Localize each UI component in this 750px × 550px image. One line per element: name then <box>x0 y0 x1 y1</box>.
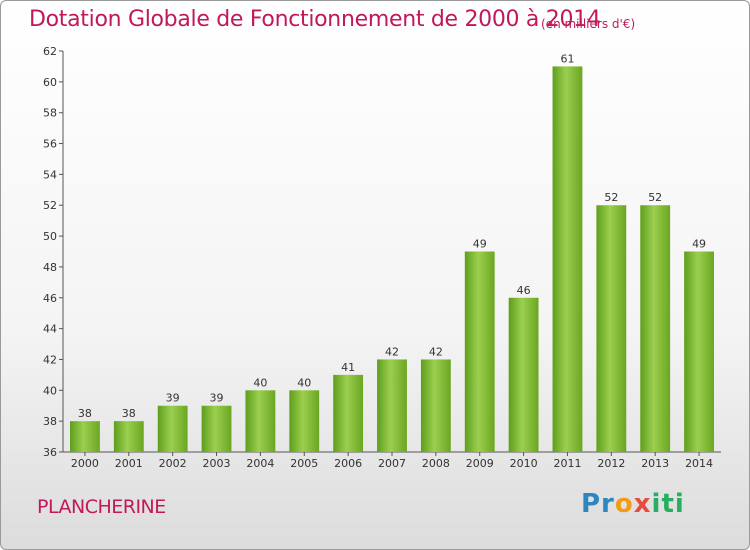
value-label-2013: 52 <box>648 191 662 204</box>
bar-2011 <box>552 66 583 452</box>
value-label-2002: 39 <box>166 392 180 405</box>
bar-2004 <box>245 390 276 452</box>
x-tick-label-2009: 2009 <box>466 457 494 470</box>
bar-2001 <box>113 421 144 452</box>
bar-2000 <box>70 421 100 452</box>
y-tick-label: 62 <box>43 45 57 58</box>
y-tick-label: 54 <box>43 168 57 181</box>
x-tick-label-2005: 2005 <box>290 457 318 470</box>
y-tick-label: 38 <box>43 415 57 428</box>
x-tick-label-2002: 2002 <box>159 457 187 470</box>
value-label-2008: 42 <box>429 345 443 358</box>
bar-2005 <box>289 390 320 452</box>
x-tick-label-2010: 2010 <box>510 457 538 470</box>
bar-2007 <box>377 359 407 452</box>
x-tick-label-2013: 2013 <box>641 457 669 470</box>
value-label-2011: 61 <box>560 52 574 65</box>
value-label-2003: 39 <box>210 392 224 405</box>
x-tick-label-2008: 2008 <box>422 457 450 470</box>
y-tick-label: 36 <box>43 446 57 459</box>
value-label-2010: 46 <box>517 284 531 297</box>
chart-title: Dotation Globale de Fonctionnement de 20… <box>29 7 601 32</box>
value-label-2007: 42 <box>385 345 399 358</box>
y-tick-label: 42 <box>43 353 57 366</box>
bars: 38 38 39 39 40 40 41 42 42 49 46 61 52 52 49 <box>70 52 714 452</box>
x-tick-label-2001: 2001 <box>115 457 143 470</box>
x-tick-label-2012: 2012 <box>597 457 625 470</box>
value-label-2012: 52 <box>604 191 618 204</box>
x-tick-label-2014: 2014 <box>685 457 713 470</box>
y-tick-label: 40 <box>43 384 57 397</box>
y-tick-label: 58 <box>43 107 57 120</box>
y-tick-label: 60 <box>43 76 57 89</box>
town-name: PLANCHERINE <box>37 496 166 518</box>
bar-2008 <box>420 359 451 452</box>
x-tick-label-2003: 2003 <box>203 457 231 470</box>
bar-2012 <box>596 205 627 452</box>
bar-2003 <box>201 405 232 452</box>
chart-subtitle: (en milliers d'€) <box>541 17 636 31</box>
x-tick-label-2007: 2007 <box>378 457 406 470</box>
value-label-2005: 40 <box>297 376 311 389</box>
axes: 36 38 40 42 44 46 48 50 52 54 56 58 60 62 2000 2001 2002… <box>43 45 721 470</box>
y-tick-label: 48 <box>43 261 57 274</box>
bar-2002 <box>157 405 188 452</box>
x-tick-label-2000: 2000 <box>71 457 99 470</box>
bar-2014 <box>684 251 714 452</box>
y-tick-label: 44 <box>43 323 57 336</box>
value-label-2001: 38 <box>122 407 136 420</box>
proxiti-logo: Proxiti <box>581 489 685 519</box>
y-tick-label: 46 <box>43 292 57 305</box>
x-tick-label-2004: 2004 <box>246 457 274 470</box>
value-label-2006: 41 <box>341 361 355 374</box>
value-label-2014: 49 <box>692 238 706 251</box>
x-tick-label-2011: 2011 <box>553 457 581 470</box>
y-tick-label: 56 <box>43 138 57 151</box>
y-tick-label: 52 <box>43 199 57 212</box>
value-label-2000: 38 <box>78 407 92 420</box>
x-tick-label-2006: 2006 <box>334 457 362 470</box>
bar-2013 <box>640 205 671 452</box>
value-label-2009: 49 <box>473 238 487 251</box>
bar-2009 <box>464 251 495 452</box>
bar-2006 <box>333 374 364 452</box>
value-label-2004: 40 <box>253 376 267 389</box>
y-tick-label: 50 <box>43 230 57 243</box>
bar-2010 <box>508 297 539 452</box>
